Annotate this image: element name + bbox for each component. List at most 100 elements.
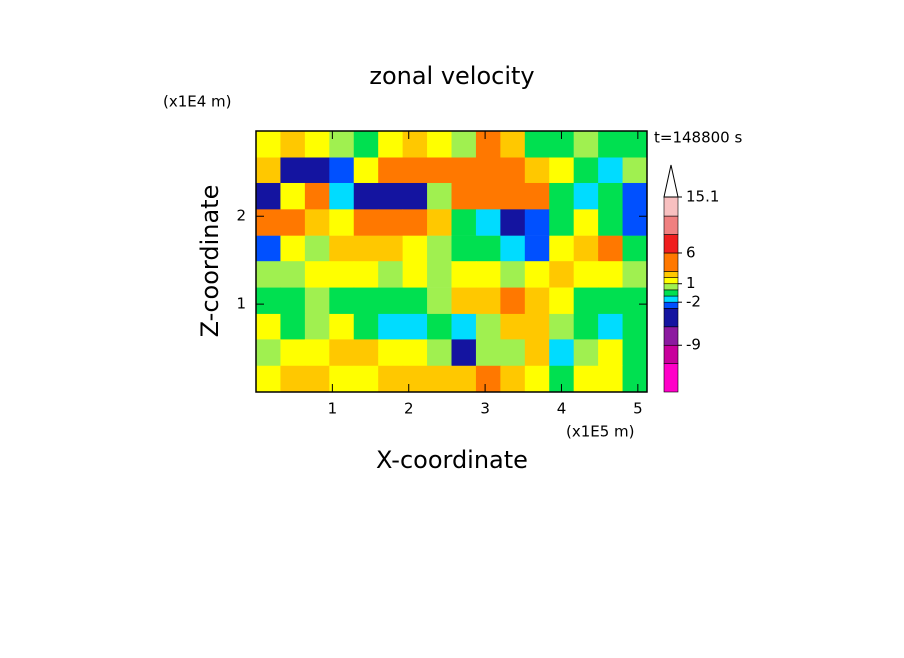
field-cell <box>549 235 575 263</box>
colorbar-segment <box>663 326 679 346</box>
field-cell <box>378 157 404 185</box>
field-cell <box>475 209 501 236</box>
field-cell <box>402 131 428 158</box>
field-cell <box>622 182 648 210</box>
colorbar-tick-label: -2 <box>686 293 701 311</box>
field-cell <box>573 365 599 393</box>
field-cell <box>329 287 355 315</box>
field-cell <box>622 365 648 393</box>
x-tick-label: 3 <box>480 400 490 418</box>
field-cell <box>353 365 379 393</box>
field-cell <box>573 182 599 210</box>
field-cell <box>500 157 526 185</box>
field-cell <box>329 157 355 185</box>
field-cell <box>304 365 330 393</box>
field-cell <box>475 365 501 393</box>
field-cell <box>304 313 330 341</box>
field-cell <box>524 339 550 367</box>
chart-title: zonal velocity <box>369 62 534 90</box>
field-cell <box>402 235 428 263</box>
colorbar-segment <box>663 252 679 272</box>
field-cell <box>549 313 575 341</box>
field-cell <box>256 235 281 263</box>
field-cell <box>573 339 599 367</box>
field-cell <box>304 339 330 367</box>
field-cell <box>427 339 452 367</box>
field-cell <box>353 182 379 210</box>
field-cell <box>329 131 355 158</box>
field-cell <box>598 209 624 236</box>
field-cell <box>598 365 624 393</box>
field-cell <box>500 235 526 263</box>
field-cell <box>598 235 624 263</box>
field-cell <box>573 287 599 315</box>
field-cell <box>524 235 550 263</box>
field-cell <box>598 182 624 210</box>
field-cell <box>256 313 281 341</box>
field-cell <box>427 209 452 236</box>
field-cell <box>524 157 550 185</box>
colorbar-tick-label: 6 <box>686 243 696 261</box>
field-cell <box>280 182 306 210</box>
field-cell <box>353 287 379 315</box>
field-cell <box>256 131 281 158</box>
time-label: t=148800 s <box>654 129 742 147</box>
field-cell <box>524 261 550 288</box>
field-cell <box>329 261 355 288</box>
field <box>256 131 648 393</box>
field-cell <box>549 209 575 236</box>
field-cell <box>378 131 404 158</box>
field-cell <box>280 365 306 393</box>
field-cell <box>451 131 477 158</box>
field-cell <box>304 235 330 263</box>
field-cell <box>353 235 379 263</box>
field-cell <box>451 182 477 210</box>
y-tick-label: 1 <box>236 295 246 313</box>
field-cell <box>280 313 306 341</box>
field-cell <box>329 235 355 263</box>
field-cell <box>598 287 624 315</box>
field-cell <box>524 182 550 210</box>
field-cell <box>256 182 281 210</box>
field-cell <box>402 313 428 341</box>
field-cell <box>622 235 648 263</box>
field-cell <box>329 313 355 341</box>
colorbar-extend <box>663 164 679 198</box>
field-cell <box>573 261 599 288</box>
x-tick-label: 1 <box>328 400 338 418</box>
field-cell <box>427 235 452 263</box>
colorbar-segment <box>663 295 679 303</box>
field-cell <box>451 365 477 393</box>
field-cell <box>378 339 404 367</box>
field-cell <box>402 339 428 367</box>
field-cell <box>378 261 404 288</box>
field-cell <box>475 131 501 158</box>
field-cell <box>329 182 355 210</box>
field-cell <box>573 313 599 341</box>
field-cell <box>451 157 477 185</box>
field-cell <box>353 131 379 158</box>
field-cell <box>598 131 624 158</box>
field-cell <box>598 261 624 288</box>
y-axis-label: Z-coordinate <box>196 185 224 338</box>
field-cell <box>573 157 599 185</box>
x-axis-label: X-coordinate <box>376 446 528 474</box>
field-cell <box>622 287 648 315</box>
field-cell <box>256 339 281 367</box>
field-cell <box>280 157 306 185</box>
colorbar-segment <box>663 289 679 297</box>
field-cell <box>622 339 648 367</box>
field-cell <box>280 339 306 367</box>
field-cell <box>280 131 306 158</box>
colorbar-tick-label: 15.1 <box>686 188 719 206</box>
field-cell <box>427 261 452 288</box>
x-tick-label: 2 <box>404 400 414 418</box>
field-cell <box>622 313 648 341</box>
field-cell <box>500 339 526 367</box>
field-cell <box>378 209 404 236</box>
field-cell <box>598 157 624 185</box>
field-cell <box>280 261 306 288</box>
field-cell <box>475 287 501 315</box>
field-cell <box>475 157 501 185</box>
field-cell <box>378 182 404 210</box>
